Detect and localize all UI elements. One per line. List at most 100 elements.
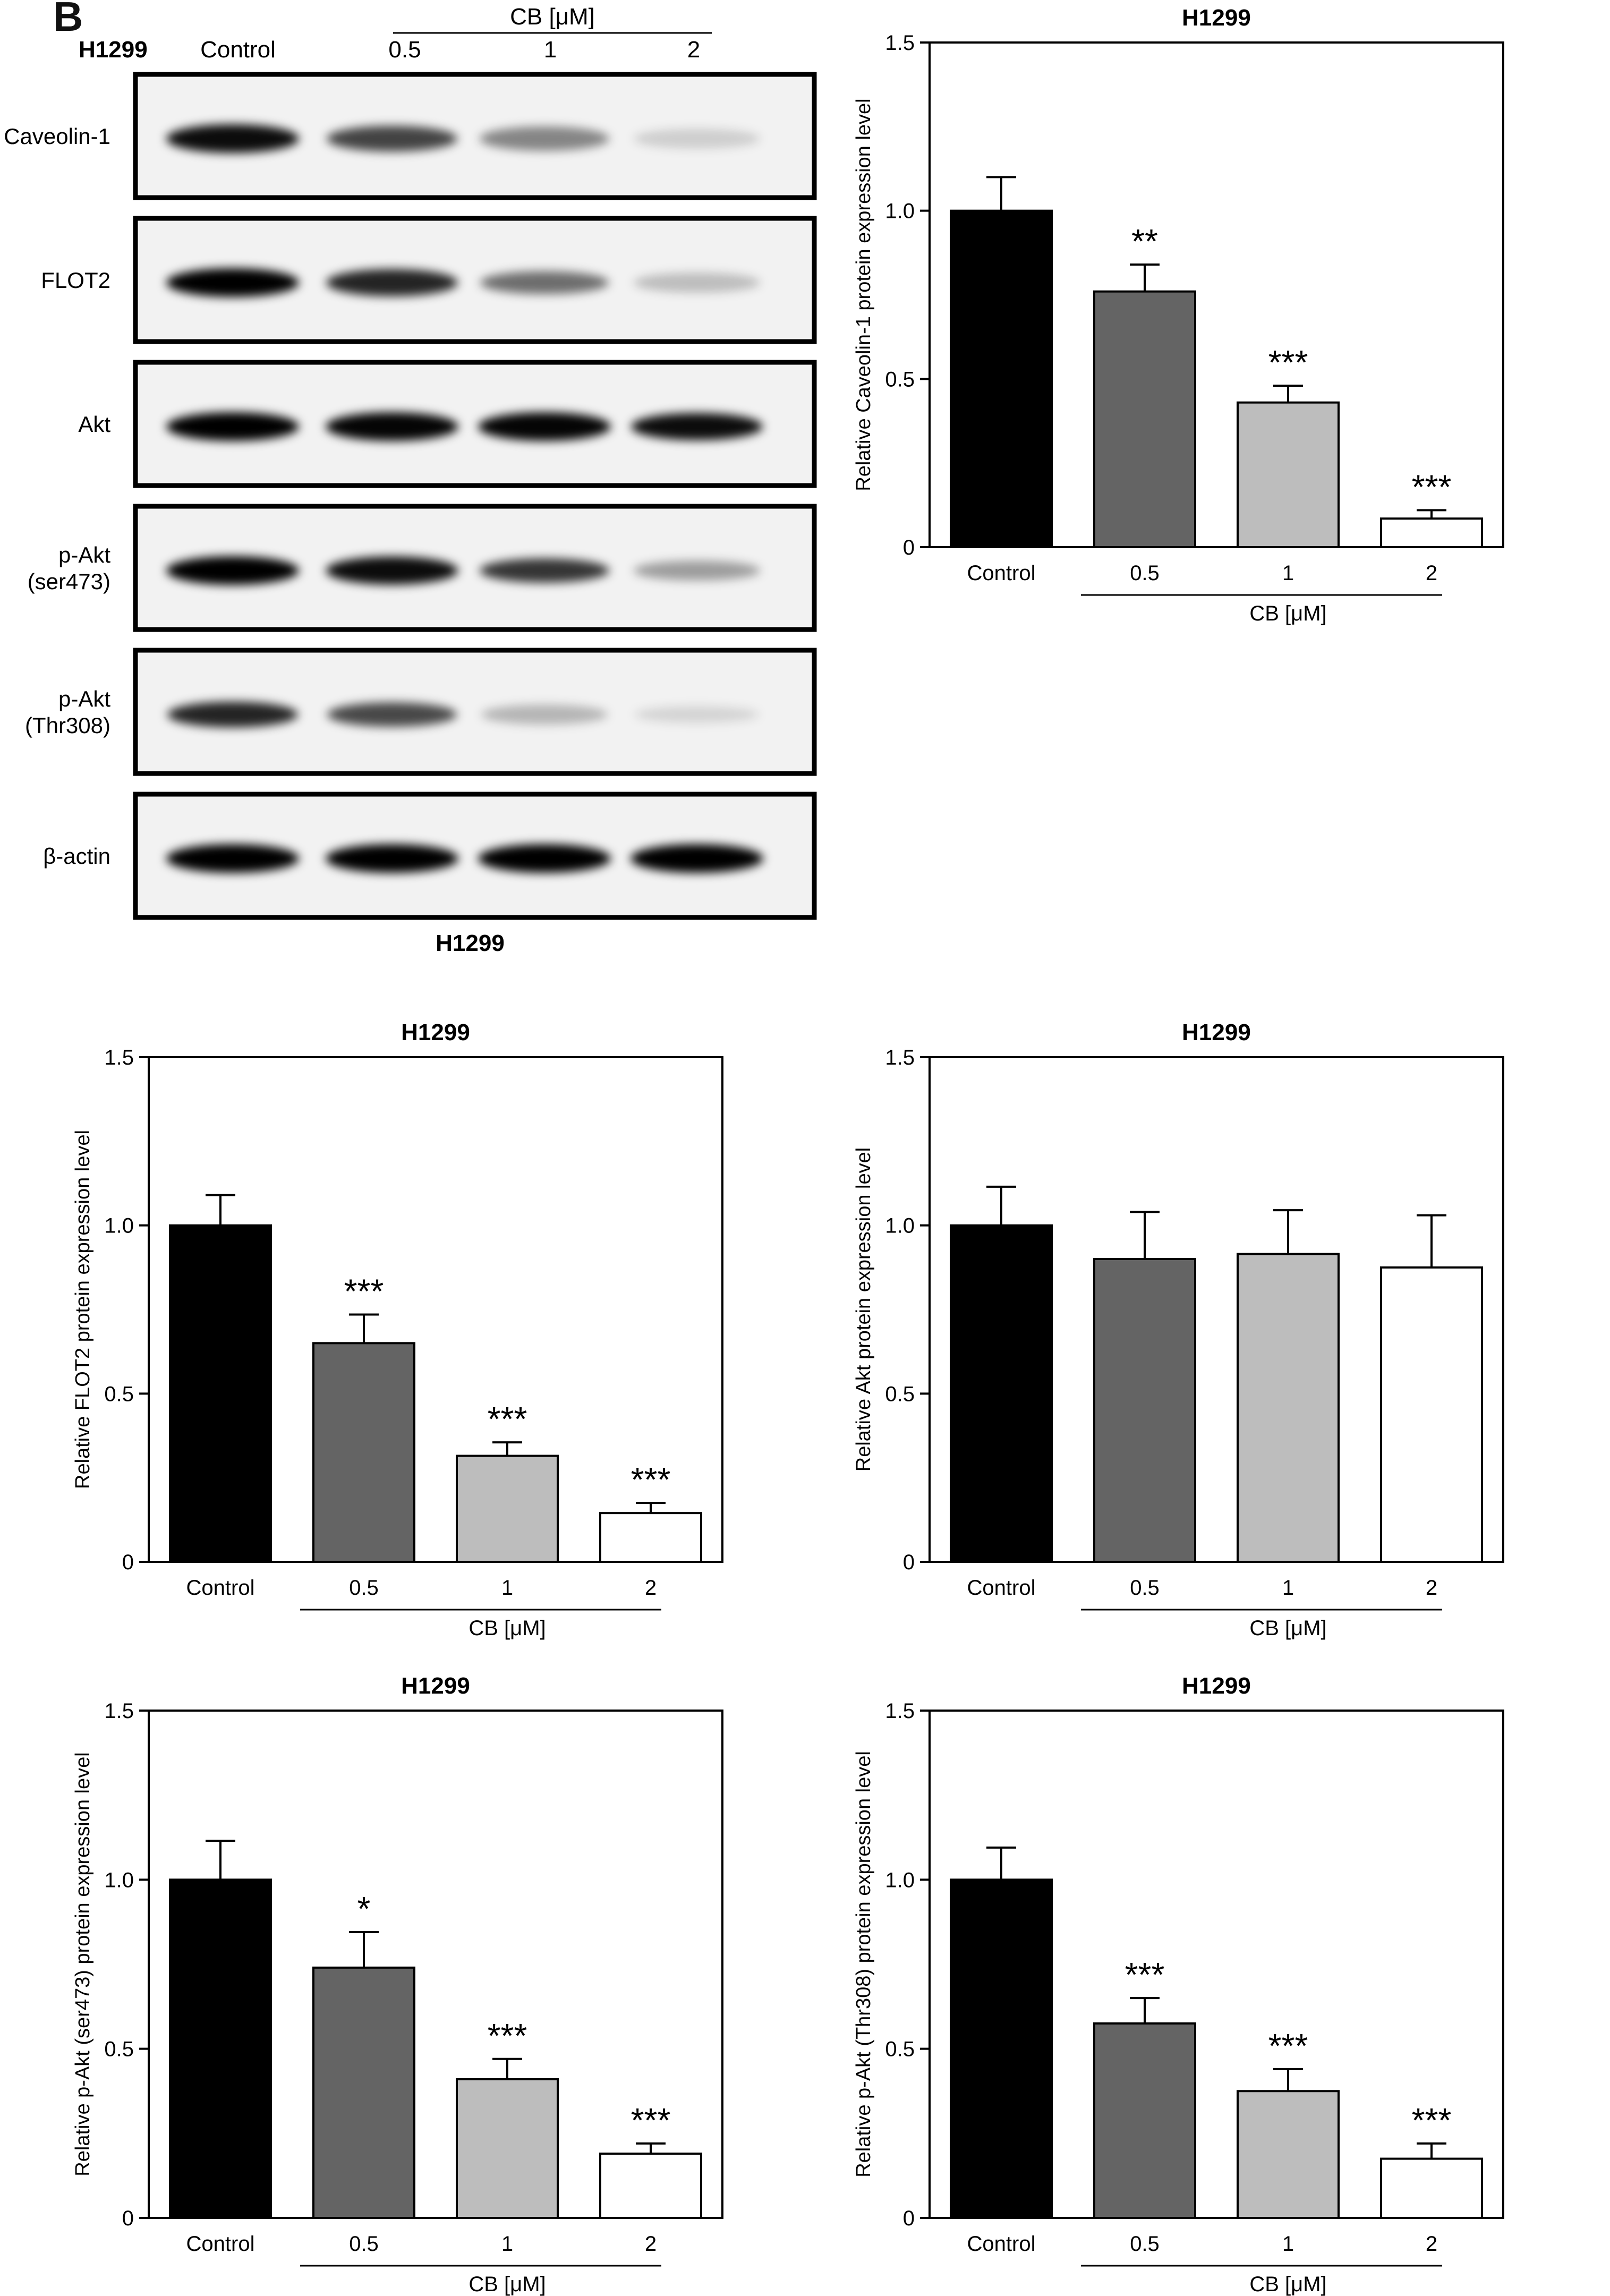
y-tick-label: 0.5 bbox=[104, 1382, 134, 1406]
significance-marker: *** bbox=[631, 1460, 671, 1499]
x-tick-label: 1 bbox=[501, 1576, 513, 1600]
western-blot-panel: H1299 Control CB [μM] 0.5 1 2 Caveolin-1 FLOT2 A… bbox=[4, 4, 817, 956]
bar bbox=[169, 1224, 272, 1563]
x-tick-label: 2 bbox=[645, 2232, 657, 2256]
blot-band bbox=[326, 125, 458, 152]
y-axis-label: Relative Caveolin-1 protein expression l… bbox=[853, 98, 875, 491]
chart-title: H1299 bbox=[401, 1673, 470, 1699]
blot-row-label: Caveolin-1 bbox=[4, 124, 110, 149]
blot-band bbox=[631, 413, 763, 440]
p-akt-ser473-bar-chart: H1299 Relative p-Akt (ser473) protein exp… bbox=[72, 1673, 723, 2296]
y-tick-label: 1.5 bbox=[885, 1699, 915, 1723]
y-tick-label: 1.5 bbox=[104, 1699, 134, 1723]
x-tick-label: 1 bbox=[501, 2232, 513, 2256]
y-tick-label: 0.5 bbox=[885, 2038, 915, 2061]
bar bbox=[1093, 2022, 1196, 2220]
bar bbox=[1237, 1253, 1340, 1563]
blot-band bbox=[326, 412, 458, 441]
panel-letter: B bbox=[53, 0, 83, 40]
caveolin-1-bar-chart: H1299 Relative Caveolin-1 protein express… bbox=[853, 5, 1504, 625]
x-tick-label: Control bbox=[186, 2232, 255, 2256]
blot-row-label: p-Akt bbox=[58, 542, 110, 567]
chart-title: H1299 bbox=[401, 1019, 470, 1045]
significance-marker: * bbox=[357, 1890, 371, 1928]
blot-band bbox=[631, 844, 763, 873]
blot-row-label: p-Akt bbox=[58, 686, 110, 711]
blot-band bbox=[479, 558, 610, 583]
y-tick-label: 1.0 bbox=[104, 1868, 134, 1892]
x-axis-label: CB [μM] bbox=[468, 1617, 546, 1640]
significance-marker: *** bbox=[631, 2101, 671, 2139]
blot-band bbox=[481, 704, 608, 725]
blot-row: Akt bbox=[78, 360, 817, 488]
blot-band bbox=[166, 124, 299, 153]
blot-band bbox=[478, 412, 611, 441]
bar bbox=[1237, 2090, 1340, 2219]
bar bbox=[599, 2153, 702, 2219]
plot-frame bbox=[148, 1056, 723, 1563]
flot2-bar-chart: H1299 Relative FLOT2 protein expression l… bbox=[72, 1019, 723, 1640]
x-tick-label: 2 bbox=[1426, 1576, 1437, 1600]
significance-marker: *** bbox=[1268, 343, 1308, 381]
blot-row: β-actin bbox=[43, 792, 817, 920]
bar bbox=[950, 1224, 1053, 1563]
x-tick-label: 0.5 bbox=[1130, 2232, 1160, 2256]
y-tick-label: 0 bbox=[903, 2207, 915, 2230]
bar bbox=[312, 1966, 415, 2219]
plot-frame bbox=[928, 41, 1504, 548]
blot-dose-label: 1 bbox=[544, 37, 557, 63]
significance-marker: *** bbox=[1412, 467, 1452, 506]
x-tick-label: 0.5 bbox=[349, 1576, 379, 1600]
x-tick-label: 0.5 bbox=[1130, 1576, 1160, 1600]
blot-band bbox=[326, 844, 458, 873]
x-tick-label: 2 bbox=[645, 1576, 657, 1600]
significance-marker: *** bbox=[1125, 1955, 1165, 1994]
x-tick-label: Control bbox=[967, 2232, 1036, 2256]
y-axis-label: Relative p-Akt (ser473) protein expressi… bbox=[72, 1752, 94, 2176]
y-tick-label: 1.0 bbox=[104, 1214, 134, 1238]
x-axis-label: CB [μM] bbox=[1249, 2273, 1326, 2296]
blot-row-label: (Thr308) bbox=[25, 713, 110, 738]
significance-marker: ** bbox=[1131, 222, 1158, 260]
blot-row-label: Akt bbox=[78, 412, 110, 437]
blot-band bbox=[166, 268, 299, 297]
x-tick-label: 0.5 bbox=[349, 2232, 379, 2256]
bar bbox=[950, 1878, 1053, 2220]
bar bbox=[1237, 401, 1340, 549]
y-tick-label: 0.5 bbox=[885, 1382, 915, 1406]
bar bbox=[456, 1455, 559, 1563]
blot-band bbox=[480, 271, 609, 294]
blot-band bbox=[326, 556, 458, 585]
blot-row-label: β-actin bbox=[43, 844, 110, 869]
blot-row: p-Akt(ser473) bbox=[28, 504, 817, 632]
blot-dose-label: 0.5 bbox=[388, 37, 421, 63]
y-tick-label: 0.5 bbox=[885, 368, 915, 391]
y-tick-label: 0 bbox=[903, 1551, 915, 1574]
significance-marker: *** bbox=[1412, 2101, 1452, 2139]
bar bbox=[1093, 290, 1196, 549]
blot-band bbox=[634, 705, 760, 724]
y-axis-label: Relative FLOT2 protein expression level bbox=[72, 1130, 94, 1489]
chart-title: H1299 bbox=[1182, 1019, 1251, 1045]
bar bbox=[312, 1342, 415, 1563]
blot-band bbox=[479, 126, 610, 151]
plot-frame bbox=[928, 1710, 1504, 2219]
x-axis-label: CB [μM] bbox=[1249, 1617, 1326, 1640]
y-axis-label: Relative p-Akt (Thr308) protein expressi… bbox=[853, 1751, 875, 2178]
blot-row-label: FLOT2 bbox=[41, 268, 110, 293]
x-tick-label: Control bbox=[186, 1576, 255, 1600]
blot-row: FLOT2 bbox=[41, 216, 817, 344]
blot-caption: H1299 bbox=[436, 930, 505, 956]
blot-treatment-header: CB [μM] bbox=[510, 4, 595, 30]
y-tick-label: 0.5 bbox=[104, 2038, 134, 2061]
x-tick-label: 1 bbox=[1282, 2232, 1294, 2256]
y-tick-label: 1.5 bbox=[885, 1046, 915, 1069]
y-tick-label: 1.0 bbox=[885, 1868, 915, 1892]
blot-band bbox=[166, 556, 299, 585]
bar bbox=[169, 1878, 272, 2220]
x-tick-label: 2 bbox=[1426, 2232, 1437, 2256]
y-tick-label: 0 bbox=[122, 2207, 134, 2230]
blot-band bbox=[633, 560, 761, 581]
blot-cell-line-label: H1299 bbox=[79, 37, 148, 63]
significance-marker: *** bbox=[488, 1400, 527, 1438]
